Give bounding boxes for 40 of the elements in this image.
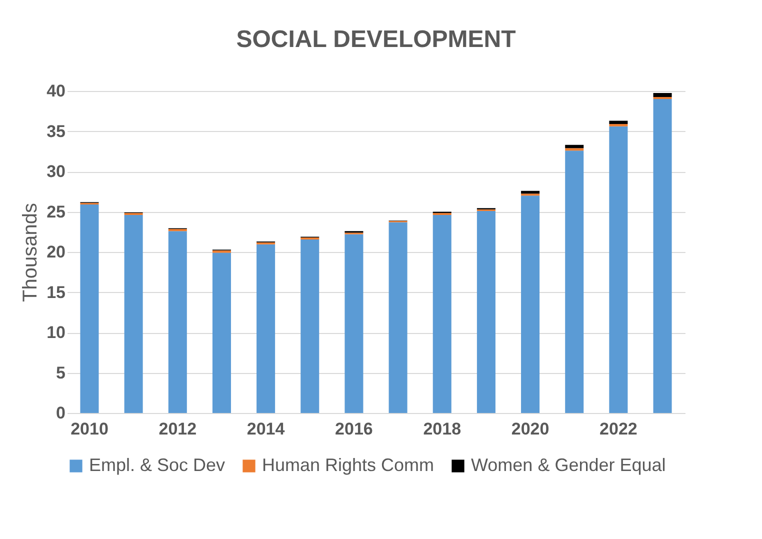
bar: [300, 240, 320, 413]
chart-title: SOCIAL DEVELOPMENT: [236, 26, 516, 53]
bar: [653, 93, 672, 98]
y-tick-label: 15: [46, 282, 66, 302]
bar: [256, 244, 276, 413]
bar: [432, 214, 452, 413]
y-tick-label: 25: [46, 202, 66, 222]
y-tick-label: 30: [46, 162, 66, 181]
y-axis-title: Thousands: [20, 203, 42, 302]
bar: [609, 126, 628, 413]
x-tick-label: 2012: [158, 420, 197, 438]
y-tick-label: 10: [46, 323, 66, 342]
bar: [344, 234, 364, 413]
bar: [565, 144, 584, 148]
bar: [212, 252, 231, 413]
x-tick-label: 2020: [511, 420, 550, 438]
bar: [565, 148, 584, 151]
x-tick-label: 2016: [335, 420, 373, 438]
bar: [521, 196, 540, 413]
y-tick-label: 35: [46, 122, 66, 141]
y-tick-label: 20: [46, 242, 66, 262]
x-tick-label: 2022: [600, 420, 638, 438]
y-tick-label: 5: [56, 363, 66, 382]
bar: [388, 222, 408, 413]
y-tick-label: 40: [46, 82, 66, 100]
x-tick-label: 2014: [246, 420, 286, 438]
bar: [80, 204, 99, 413]
x-tick-label: 2010: [70, 420, 108, 438]
bar: [124, 214, 143, 413]
x-tick-label: 2018: [423, 420, 462, 438]
bar: [565, 150, 584, 413]
legend-label: Human Rights Comm: [262, 455, 434, 475]
bar: [609, 120, 628, 124]
legend-label: Women & Gender Equal: [471, 455, 666, 475]
bar: [168, 231, 187, 413]
legend-label: Empl. & Soc Dev: [89, 455, 226, 475]
y-tick-label: 0: [56, 404, 66, 422]
bar: [476, 210, 496, 413]
bar: [212, 250, 231, 253]
bar: [653, 99, 672, 413]
